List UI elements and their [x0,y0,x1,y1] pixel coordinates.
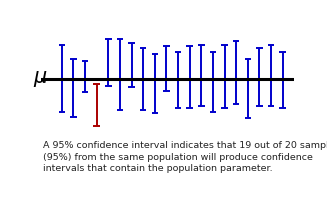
Text: A 95% confidence interval indicates that 19 out of 20 samples
(95%) from the sam: A 95% confidence interval indicates that… [43,141,327,173]
Text: $\mu$: $\mu$ [33,69,48,89]
